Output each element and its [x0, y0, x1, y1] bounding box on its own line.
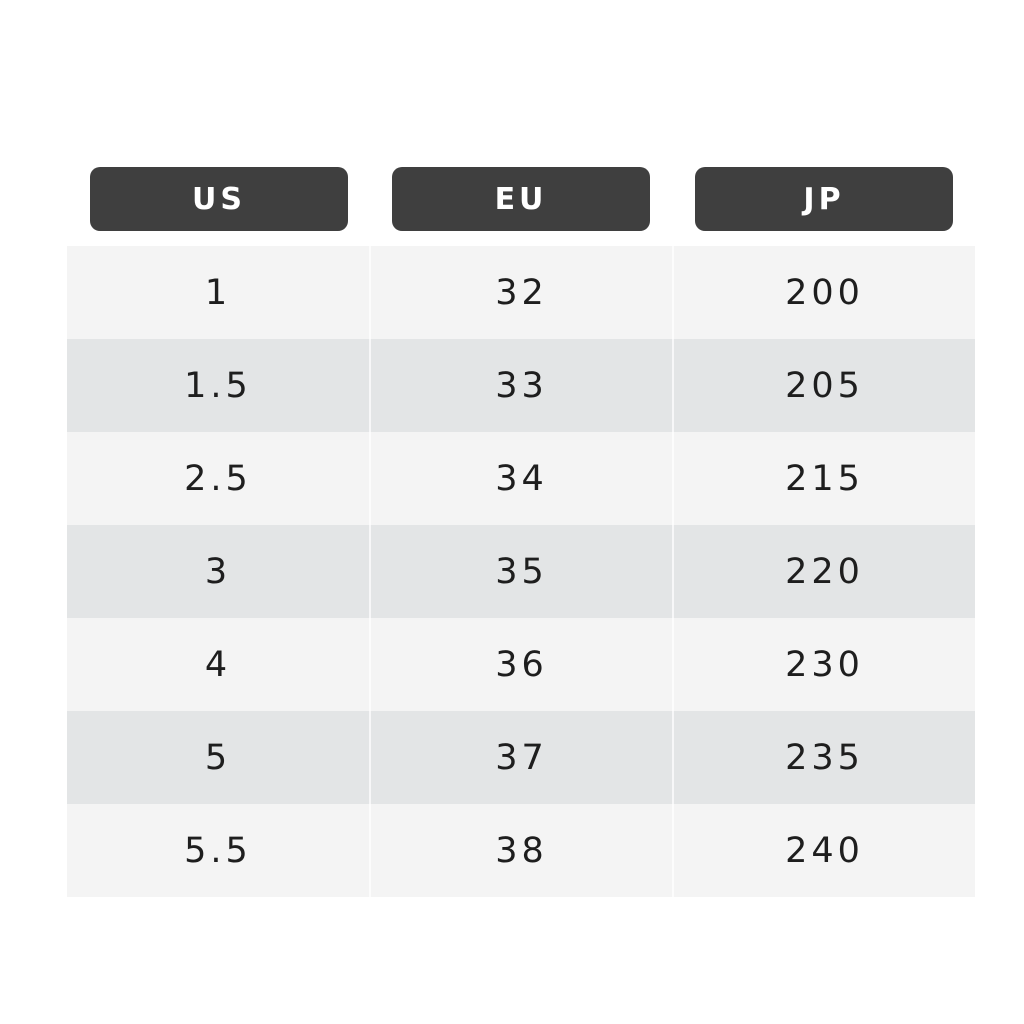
table-cell: 220	[785, 551, 864, 592]
table-row: 1.5 33 205	[67, 339, 975, 432]
table-cell: 230	[785, 644, 864, 685]
table-row: 5 37 235	[67, 711, 975, 804]
table-cell: 1.5	[184, 365, 252, 406]
table-cell: 3	[204, 551, 232, 592]
table-cell: 33	[495, 365, 548, 406]
table-row: 5.5 38 240	[67, 804, 975, 897]
column-separator	[369, 804, 371, 897]
column-header: US	[90, 167, 348, 231]
table-row: 4 36 230	[67, 618, 975, 711]
table-cell: 38	[495, 830, 548, 871]
column-separator	[369, 711, 371, 804]
column-separator	[672, 339, 674, 432]
column-separator	[672, 618, 674, 711]
column-separator	[369, 339, 371, 432]
column-separator	[369, 618, 371, 711]
table-cell: 2.5	[184, 458, 252, 499]
column-separator	[672, 804, 674, 897]
column-separator	[672, 711, 674, 804]
table-cell: 5	[204, 737, 232, 778]
table-cell: 200	[785, 272, 864, 313]
column-header: JP	[695, 167, 953, 231]
table-cell: 4	[204, 644, 232, 685]
table-cell: 35	[495, 551, 548, 592]
table-cell: 205	[785, 365, 864, 406]
column-separator	[369, 246, 371, 339]
column-separator	[672, 432, 674, 525]
table-cell: 1	[204, 272, 232, 313]
table-cell: 32	[495, 272, 548, 313]
table-row: 3 35 220	[67, 525, 975, 618]
table-row: 2.5 34 215	[67, 432, 975, 525]
table-row: 1 32 200	[67, 246, 975, 339]
table-cell: 37	[495, 737, 548, 778]
table-cell: 235	[785, 737, 864, 778]
column-separator	[672, 525, 674, 618]
table-cell: 215	[785, 458, 864, 499]
column-separator	[369, 525, 371, 618]
column-separator	[672, 246, 674, 339]
column-header: EU	[392, 167, 650, 231]
table-cell: 34	[495, 458, 548, 499]
table-cell: 36	[495, 644, 548, 685]
table-cell: 5.5	[184, 830, 252, 871]
column-separator	[369, 432, 371, 525]
table-cell: 240	[785, 830, 864, 871]
